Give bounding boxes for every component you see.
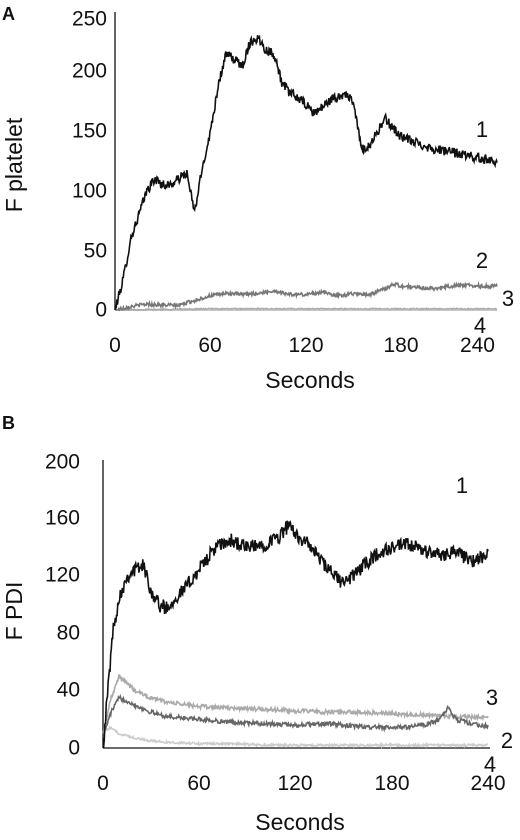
panel-b-series-1-line (102, 519, 489, 749)
panel-b-series-3-label: 3 (486, 685, 498, 710)
panel-b-xtick: 60 (187, 772, 210, 795)
panel-a-y-axis: 250 200 150 100 50 0 (72, 8, 116, 322)
panel-b-x-label: Seconds (255, 809, 345, 835)
panel-a-series-1-line (114, 34, 498, 311)
panel-b-ytick: 80 (57, 622, 80, 645)
panel-a-xtick: 120 (288, 334, 323, 357)
panel-a-series-3: 3 (114, 286, 514, 312)
panel-b-series-4: 4 (102, 725, 496, 777)
panel-b-xtick: 0 (97, 772, 109, 795)
panel-a-series-1: 1 (114, 34, 498, 311)
panel-a-series-2: 2 (114, 248, 498, 312)
panel-a-letter: A (2, 4, 15, 24)
panel-a-ytick: 0 (95, 299, 107, 322)
panel-a-xtick: 180 (383, 334, 418, 357)
panel-a-ytick: 200 (72, 60, 107, 83)
panel-b-series-4-line (102, 725, 489, 750)
panel-a-series-2-label: 2 (476, 248, 488, 273)
panel-b-series-3: 3 (102, 673, 498, 735)
panel-b-letter: B (2, 413, 15, 433)
panel-b-series-2: 2 (102, 693, 513, 753)
panel-b-series-1: 1 (102, 473, 489, 749)
panel-b-x-axis: 0 60 120 180 240 (97, 747, 506, 795)
panel-b-ytick: 160 (45, 507, 80, 530)
panel-a-xtick: 60 (198, 334, 221, 357)
panel-b-ytick: 0 (68, 737, 80, 760)
panel-a-series-3-line (114, 306, 498, 312)
panel-a-series-3-label: 3 (502, 286, 514, 311)
panel-a-series-4-label: 4 (474, 313, 486, 338)
panel-b-xtick: 240 (470, 772, 505, 795)
panel-a-xtick: 240 (460, 334, 495, 357)
panel-b-xtick: 180 (374, 772, 409, 795)
panel-b-ytick: 200 (45, 451, 80, 474)
panel-a: A 250 200 150 100 50 0 F platelet 0 60 1… (1, 4, 514, 393)
panel-b-series-1-label: 1 (456, 473, 468, 498)
panel-a-series-2-line (114, 281, 498, 312)
panel-a-ytick: 250 (72, 8, 107, 31)
panel-b-ytick: 40 (57, 679, 80, 702)
panel-b-series-4-label: 4 (484, 752, 496, 777)
panel-b-y-label: F PDI (1, 582, 27, 641)
panel-a-ytick: 50 (84, 240, 107, 263)
panel-b-y-axis: 200 160 120 80 40 0 (45, 451, 104, 760)
panel-b-series-2-line (102, 693, 489, 738)
panel-b-ytick: 120 (45, 564, 80, 587)
panel-a-x-label: Seconds (265, 367, 355, 393)
panel-b-series-3-line (102, 673, 489, 735)
panel-b-xtick: 120 (277, 772, 312, 795)
panel-b-series-2-label: 2 (501, 728, 513, 753)
panel-a-xtick: 0 (109, 334, 121, 357)
panel-b: B 200 160 120 80 40 0 F PDI 0 60 120 180… (1, 413, 513, 835)
panel-a-ytick: 100 (72, 180, 107, 203)
panel-a-x-axis: 0 60 120 180 240 (109, 309, 497, 357)
panel-a-series-1-label: 1 (476, 117, 488, 142)
panel-a-ytick: 150 (72, 120, 107, 143)
panel-a-y-label: F platelet (1, 117, 27, 212)
